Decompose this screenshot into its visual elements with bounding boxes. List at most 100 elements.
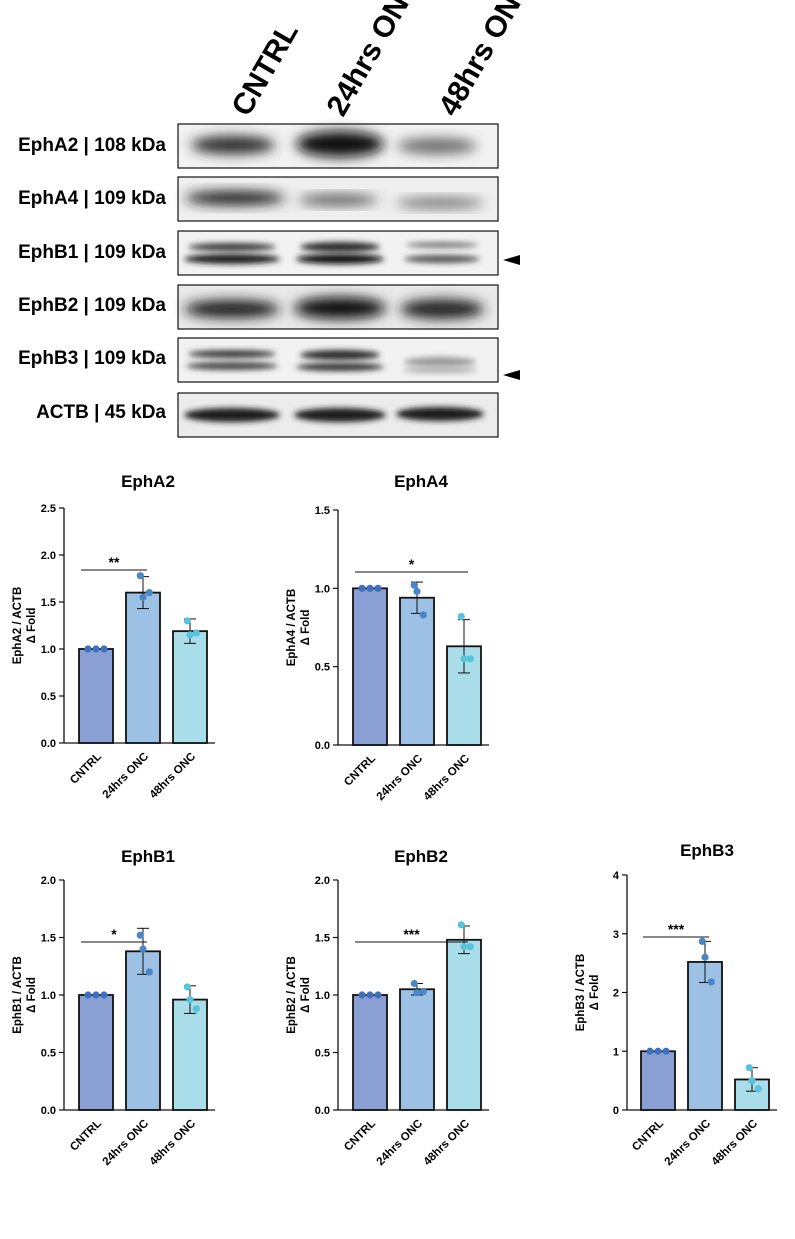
data-point	[374, 991, 382, 999]
y-tick-label: 0	[613, 1105, 619, 1117]
lane-label-24hrs: 24hrs ONC	[320, 0, 426, 122]
data-point	[466, 655, 474, 663]
data-point	[145, 589, 153, 597]
lane-label-48hrs: 48hrs ONC	[432, 0, 538, 122]
x-tick-label: 48hrs ONC	[422, 753, 473, 804]
data-point	[84, 991, 92, 999]
bar-cntrl	[352, 994, 388, 1111]
data-point	[192, 629, 200, 637]
y-axis-label: EphA2 / ACTB	[12, 587, 24, 665]
data-point	[186, 631, 194, 639]
bar-24hrs-onc	[399, 596, 435, 746]
data-point	[84, 645, 92, 653]
y-tick-label: 2.0	[41, 875, 56, 887]
bar-24hrs-onc	[399, 988, 435, 1111]
y-tick-label: 1.0	[41, 990, 56, 1002]
data-point	[654, 1047, 662, 1055]
data-point	[748, 1077, 756, 1085]
data-point	[136, 572, 144, 580]
y-axis-sublabel: Δ Fold	[26, 977, 38, 1013]
data-point	[410, 581, 418, 589]
chart-ephb1: EphB1 0.0 0.5 1.0 1.5 2.0 EphB1 / ACTB Δ Fold CN…	[12, 847, 215, 1168]
data-point	[100, 991, 108, 999]
bar-48hrs-onc	[734, 1078, 770, 1111]
blot-row-label-epha4: EphA4 | 109 kDa	[18, 188, 166, 209]
blot-row-label-ephb2: EphB2 | 109 kDa	[18, 295, 166, 316]
blot-row-label-actb: ACTB | 45 kDa	[36, 402, 166, 423]
data-point	[186, 996, 194, 1004]
y-tick-label: 2.0	[41, 550, 56, 562]
western-blot-panel: CNTRL 24hrs ONC 48hrs ONC EphA2 | 108 kD…	[18, 0, 539, 438]
data-point	[139, 945, 147, 953]
bar-48hrs-onc	[446, 645, 482, 746]
y-tick-label: 0.5	[315, 662, 330, 674]
chart-epha4: EphA4 0.0 0.5 1.0 1.5 EphA4 / ACTB Δ Fold CNTRL…	[286, 472, 489, 803]
blot-strip-ephb1	[177, 230, 499, 276]
data-point	[413, 989, 421, 997]
x-tick-label: CNTRL	[342, 1118, 378, 1154]
data-point	[457, 612, 465, 621]
data-point	[139, 593, 147, 601]
data-point	[662, 1047, 670, 1055]
y-tick-label: 0.0	[41, 738, 56, 750]
data-point	[92, 645, 100, 653]
y-tick-label: 1.0	[315, 583, 330, 595]
blot-strip-ephb3	[177, 337, 499, 383]
significance-label: ***	[668, 921, 685, 937]
y-axis-label: EphB3 / ACTB	[575, 954, 587, 1032]
blot-strip-ephb2	[177, 284, 499, 330]
y-tick-label: 3	[613, 929, 619, 941]
data-point	[646, 1047, 654, 1055]
y-tick-label: 1.5	[41, 597, 56, 609]
y-tick-label: 1	[613, 1046, 619, 1058]
ephb1-band-arrow-icon	[503, 255, 520, 265]
data-point	[698, 937, 706, 945]
data-point	[419, 611, 427, 619]
data-point	[100, 645, 108, 653]
data-point	[457, 921, 465, 929]
data-point	[358, 584, 366, 592]
significance-label: *	[111, 926, 117, 942]
significance-label: ***	[403, 926, 420, 942]
y-tick-label: 0.5	[315, 1048, 330, 1060]
bar-48hrs-onc	[172, 998, 208, 1111]
bar-cntrl	[78, 994, 114, 1111]
x-tick-label: 24hrs ONC	[663, 1118, 714, 1169]
y-tick-label: 2.0	[315, 875, 330, 887]
data-point	[366, 991, 374, 999]
bar-24hrs-onc	[125, 950, 161, 1111]
y-tick-label: 2.5	[41, 503, 56, 515]
bar-48hrs-onc	[446, 938, 482, 1111]
x-tick-label: 48hrs ONC	[422, 1118, 473, 1169]
x-tick-label: 24hrs ONC	[375, 1118, 426, 1169]
y-tick-label: 0.0	[41, 1105, 56, 1117]
chart-title: EphA2	[121, 472, 175, 491]
bar-cntrl	[640, 1050, 676, 1111]
blot-strip-epha2	[177, 123, 499, 169]
y-axis-sublabel: Δ Fold	[26, 608, 38, 644]
blot-strip-epha4	[177, 176, 499, 222]
y-tick-label: 1.5	[315, 933, 330, 945]
y-tick-label: 1.0	[41, 644, 56, 656]
bar-cntrl	[78, 648, 114, 744]
blot-row-label-ephb3: EphB3 | 109 kDa	[18, 348, 166, 369]
x-tick-label: CNTRL	[342, 753, 378, 789]
y-tick-label: 1.5	[315, 505, 330, 517]
y-tick-label: 4	[613, 870, 620, 882]
y-tick-label: 0.5	[41, 691, 56, 703]
data-point	[410, 979, 418, 988]
chart-title: EphB3	[680, 841, 734, 860]
y-axis-sublabel: Δ Fold	[589, 975, 601, 1011]
data-point	[466, 943, 474, 951]
data-point	[460, 655, 468, 663]
data-point	[136, 931, 144, 939]
data-point	[92, 991, 100, 999]
data-point	[701, 953, 709, 961]
x-tick-label: CNTRL	[630, 1118, 666, 1154]
data-point	[192, 1005, 200, 1013]
chart-title: EphB2	[394, 847, 448, 866]
x-tick-label: 48hrs ONC	[148, 1118, 199, 1169]
data-point	[754, 1085, 762, 1093]
bar-24hrs-onc	[687, 961, 723, 1111]
